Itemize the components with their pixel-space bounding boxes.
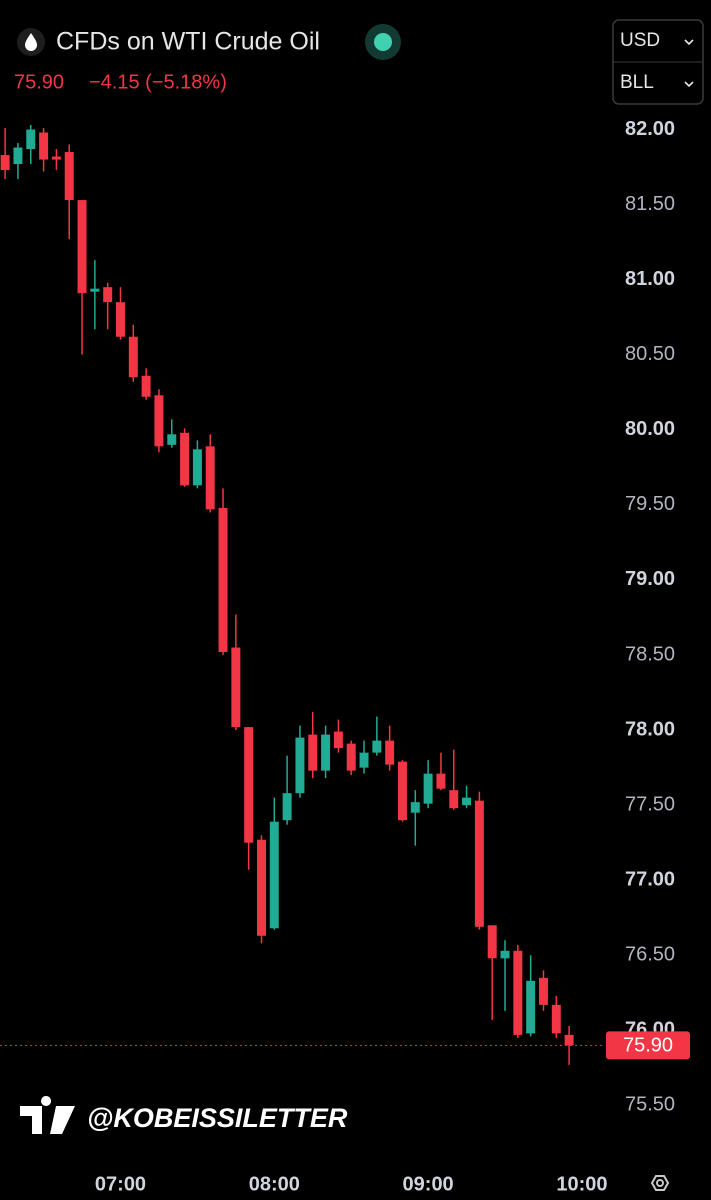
y-tick-label: 81.00	[625, 268, 675, 290]
candle-body	[372, 740, 382, 753]
drop-icon	[25, 33, 37, 51]
y-tick-label: 78.00	[625, 718, 675, 740]
candle-body	[269, 821, 279, 929]
candle-body	[513, 950, 523, 1035]
candle-body	[218, 507, 228, 653]
candle-body	[167, 434, 177, 445]
candle-body	[51, 156, 61, 160]
last-price-badge	[606, 1031, 690, 1060]
y-tick-label: 77.50	[625, 793, 675, 815]
tv-logo	[20, 1096, 75, 1134]
settings-icon[interactable]	[650, 1175, 670, 1191]
y-tick-label: 81.50	[625, 193, 675, 215]
watermark: @KOBEISSILETTER	[87, 1103, 348, 1133]
candle-body	[526, 980, 536, 1034]
price-change: −4.15 (−5.18%)	[89, 71, 227, 93]
candle-body	[103, 287, 113, 303]
candle-body	[77, 200, 87, 294]
x-tick-label: 10:00	[556, 1173, 607, 1195]
currency-select[interactable]: USD	[620, 30, 660, 51]
last-price-label: 75.90	[623, 1035, 673, 1057]
candle-body	[90, 288, 100, 292]
candle-body	[410, 802, 420, 813]
candle-body	[0, 155, 10, 171]
candle-body	[192, 449, 202, 486]
candle-body	[538, 977, 548, 1005]
last-price: 75.90	[14, 71, 64, 93]
candle-body	[397, 761, 407, 821]
candle-body	[436, 773, 446, 789]
candle-body	[385, 740, 395, 765]
y-tick-label: 77.00	[625, 869, 675, 891]
candle-body	[500, 950, 510, 959]
candle-body	[39, 132, 49, 160]
y-tick-label: 75.50	[625, 1094, 675, 1116]
y-tick-label: 76.50	[625, 944, 675, 966]
candle-body	[333, 731, 343, 749]
candle-body	[474, 800, 484, 927]
x-tick-label: 08:00	[249, 1173, 300, 1195]
candle-body	[231, 647, 241, 728]
candle-body	[346, 743, 356, 771]
candle-body	[64, 152, 74, 201]
candle-body	[13, 147, 23, 165]
candle-body	[564, 1034, 574, 1046]
candle-body	[205, 446, 215, 510]
candle-body	[26, 129, 36, 150]
chart-title: CFDs on WTI Crude Oil	[56, 28, 320, 56]
candle-body	[295, 737, 305, 794]
candle-body	[256, 839, 266, 936]
unit-select[interactable]: BLL	[620, 72, 654, 93]
candle-body	[244, 727, 254, 843]
y-tick-label: 78.50	[625, 643, 675, 665]
status-dot	[374, 33, 392, 51]
chevrons	[684, 39, 694, 88]
candle-body	[128, 336, 138, 378]
settings-icon-center	[656, 1179, 664, 1187]
candle-body	[449, 790, 459, 809]
candle-body	[321, 734, 331, 771]
y-tick-label: 79.50	[625, 493, 675, 515]
candle-body	[116, 302, 125, 337]
y-tick-label: 79.00	[625, 568, 675, 590]
x-tick-label: 07:00	[95, 1173, 146, 1195]
y-tick-label: 80.00	[625, 418, 675, 440]
candle-body	[551, 1004, 561, 1034]
candle-body	[154, 395, 164, 447]
candle-body	[487, 925, 497, 959]
plot-area	[0, 125, 574, 1065]
candle-body	[180, 432, 190, 486]
y-tick-label: 82.00	[625, 118, 675, 140]
y-tick-label: 80.50	[625, 343, 675, 365]
candle-body	[308, 734, 318, 771]
candle-body	[423, 773, 433, 804]
candle-body	[359, 752, 369, 768]
candle-body	[282, 793, 292, 821]
candle-body	[141, 375, 151, 397]
candle-body	[462, 797, 472, 806]
x-tick-label: 09:00	[403, 1173, 454, 1195]
